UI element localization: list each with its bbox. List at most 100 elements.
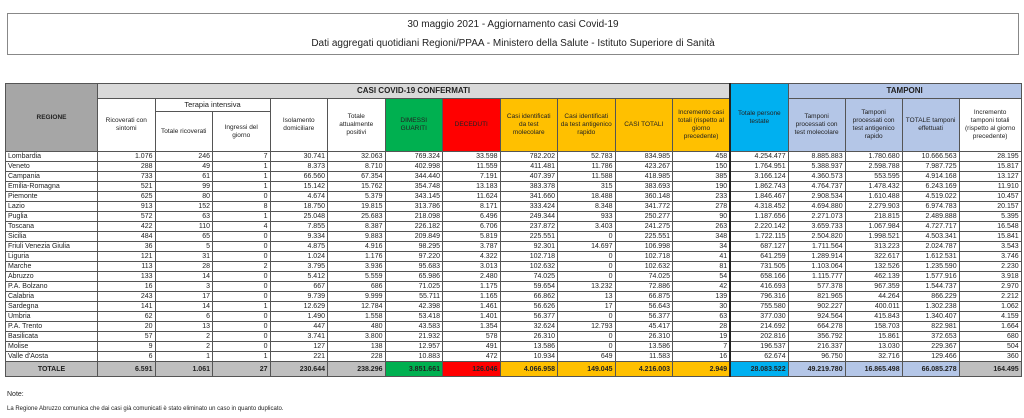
- cell-col-3: 9.739: [269, 291, 328, 302]
- region-name: Puglia: [5, 211, 98, 222]
- cell-col-13: 158.703: [844, 321, 903, 332]
- cell-col-2: 1: [212, 351, 271, 362]
- cell-col-4: 138: [327, 341, 386, 352]
- table-row: Liguria 121 31 0 1.024 1.176 97.220 4.322 102.71…: [5, 251, 1022, 262]
- cell-col-5: 71.025: [384, 281, 443, 292]
- header-col-12: Tamponi processati con test molecolare: [787, 98, 846, 152]
- cell-col-3: 3.795: [269, 261, 328, 272]
- cell-col-12: 356.792: [787, 331, 846, 342]
- cell-col-15: 16.548: [958, 221, 1022, 232]
- cell-col-14: 1.340.407: [901, 311, 960, 322]
- cell-col-3: 15.142: [269, 181, 328, 192]
- cell-col-0: 913: [97, 201, 156, 212]
- header-col-10: Incremento casi totali (rispetto al gior…: [672, 98, 731, 152]
- cell-col-12: 924.564: [787, 311, 846, 322]
- region-name: Friuli Venezia Giulia: [5, 241, 98, 252]
- cell-col-6: 11.559: [442, 161, 501, 172]
- cell-col-10: 278: [672, 201, 731, 212]
- cell-col-9: 56.643: [614, 301, 673, 312]
- cell-col-10: 458: [672, 151, 731, 162]
- cell-col-3: 221: [269, 351, 328, 362]
- cell-col-8: 0: [557, 231, 616, 242]
- cell-col-12: 2.504.820: [787, 231, 846, 242]
- cell-col-7: 59.654: [499, 281, 558, 292]
- cell-col-7: 66.862: [499, 291, 558, 302]
- cell-col-15: 5.395: [958, 211, 1022, 222]
- cell-col-7: 782.202: [499, 151, 558, 162]
- cell-col-11: 416.693: [729, 281, 789, 292]
- cell-col-1: 6: [154, 311, 213, 322]
- cell-col-7: 237.872: [499, 221, 558, 232]
- cell-col-10: 90: [672, 211, 731, 222]
- header-col-6: DECEDUTI: [442, 98, 501, 152]
- cell-col-10: 150: [672, 161, 731, 172]
- cell-col-0: 113: [97, 261, 156, 272]
- region-name: Umbria: [5, 311, 98, 322]
- cell-col-8: 3.403: [557, 221, 616, 232]
- cell-col-0: 484: [97, 231, 156, 242]
- cell-col-1: 63: [154, 211, 213, 222]
- table-row: Sicilia 484 65 0 9.334 9.883 209.849 5.819 225.5…: [5, 231, 1022, 242]
- cell-col-9: 241.275: [614, 221, 673, 232]
- cell-col-14: 372.653: [901, 331, 960, 342]
- header-col-3: Isolamento domiciliare: [269, 98, 328, 152]
- header-col-14: TOTALE tamponi effettuati: [901, 98, 960, 152]
- cell-col-13: 322.617: [844, 251, 903, 262]
- cell-col-8: 0: [557, 331, 616, 342]
- cell-col-8: 149.045: [557, 361, 616, 377]
- cell-col-7: 92.301: [499, 241, 558, 252]
- cell-col-1: 1.061: [154, 361, 213, 377]
- cell-col-12: 1.711.564: [787, 241, 846, 252]
- cell-col-13: 967.359: [844, 281, 903, 292]
- cell-col-12: 821.965: [787, 291, 846, 302]
- cell-col-14: 1.235.590: [901, 261, 960, 272]
- cell-col-15: 11.910: [958, 181, 1022, 192]
- cell-col-8: 0: [557, 271, 616, 282]
- region-name: Basilicata: [5, 331, 98, 342]
- cell-col-9: 418.985: [614, 171, 673, 182]
- cell-col-4: 480: [327, 321, 386, 332]
- cell-col-13: 2.598.788: [844, 161, 903, 172]
- header-col-2: Ingressi del giorno: [212, 111, 271, 152]
- cell-col-15: 13.127: [958, 171, 1022, 182]
- cell-col-13: 218.815: [844, 211, 903, 222]
- cell-col-6: 6.706: [442, 221, 501, 232]
- header-col-15: Incremento tamponi totali (rispetto al g…: [958, 98, 1022, 152]
- table-row: Molise 9 2 0 127 138 12.957 491 13.586 0 13.586 7 19…: [5, 341, 1022, 352]
- cell-col-3: 3.741: [269, 331, 328, 342]
- cell-col-11: 377.030: [729, 311, 789, 322]
- cell-col-3: 12.629: [269, 301, 328, 312]
- cell-col-2: 0: [212, 341, 271, 352]
- header-regione: REGIONE: [5, 83, 98, 152]
- region-name: Molise: [5, 341, 98, 352]
- cell-col-4: 8.387: [327, 221, 386, 232]
- cell-col-11: 1.722.115: [729, 231, 789, 242]
- cell-col-14: 4.727.717: [901, 221, 960, 232]
- cell-col-8: 933: [557, 211, 616, 222]
- table-row: Lombardia 1.076 246 7 30.741 32.063 769.324 33.…: [5, 151, 1022, 162]
- cell-col-6: 7.191: [442, 171, 501, 182]
- cell-col-14: 4.503.341: [901, 231, 960, 242]
- header-col-0: Ricoverati con sintomi: [97, 98, 156, 152]
- cell-col-7: 10.934: [499, 351, 558, 362]
- cell-col-0: 572: [97, 211, 156, 222]
- cell-col-5: 402.998: [384, 161, 443, 172]
- table-row: Valle d'Aosta 6 1 1 221 228 10.883 472 10.934 649…: [5, 351, 1022, 362]
- covid-table: REGIONE CASI COVID-19 CONFERMATI Totale …: [5, 83, 1022, 377]
- cell-col-13: 44.264: [844, 291, 903, 302]
- cell-col-5: 12.957: [384, 341, 443, 352]
- cell-col-2: 4: [212, 221, 271, 232]
- cell-col-9: 383.693: [614, 181, 673, 192]
- cell-col-0: 1.076: [97, 151, 156, 162]
- cell-col-5: 3.851.661: [384, 361, 443, 377]
- cell-col-14: 866.229: [901, 291, 960, 302]
- cell-col-14: 7.987.725: [901, 161, 960, 172]
- cell-col-3: 127: [269, 341, 328, 352]
- cell-col-11: 196.537: [729, 341, 789, 352]
- cell-col-9: 102.718: [614, 251, 673, 262]
- cell-col-9: 102.632: [614, 261, 673, 272]
- cell-col-4: 4.916: [327, 241, 386, 252]
- cell-col-14: 10.666.563: [901, 151, 960, 162]
- cell-col-15: 2.212: [958, 291, 1022, 302]
- cell-col-2: 0: [212, 251, 271, 262]
